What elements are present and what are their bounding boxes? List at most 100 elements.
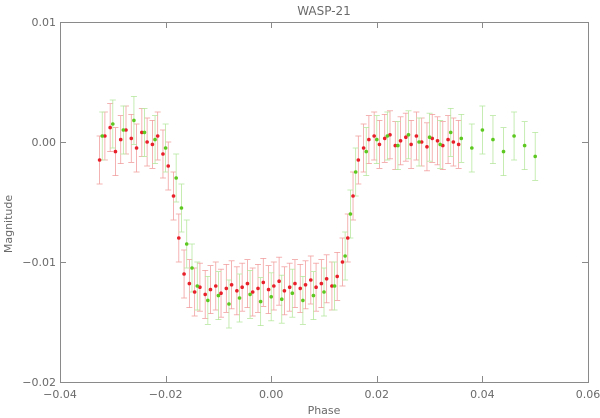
data-point [425,145,429,149]
data-point [340,260,345,264]
data-point [184,242,189,246]
plot-frame [60,22,589,383]
data-point [279,297,284,302]
data-point [332,284,337,288]
data-point [319,281,324,286]
data-point [282,289,287,293]
data-point [446,137,450,142]
data-point [203,292,207,297]
data-point [269,295,274,299]
data-point [179,206,184,210]
data-point [237,296,242,300]
data-point [417,140,421,144]
data-point [140,130,144,135]
data-point [372,134,376,138]
data-point [427,135,432,139]
chart-title: WASP-21 [297,4,351,18]
data-point [314,285,318,290]
data-point [187,281,192,286]
data-point [219,291,223,296]
data-point [132,118,136,123]
data-point [303,283,308,287]
data-point [245,281,250,286]
data-point [377,142,382,147]
data-point [309,278,313,282]
y-tick-label: 0.01 [32,16,57,29]
data-point [97,158,102,162]
data-point [235,289,239,293]
data-point [361,146,366,150]
axis-ticks [60,22,589,383]
x-tick-label: 0.00 [259,388,284,401]
data-point [277,279,281,284]
data-points [97,118,537,306]
data-point [124,128,128,132]
data-point [393,143,398,148]
data-point [153,137,157,142]
data-point [182,272,186,276]
data-point [512,134,516,138]
data-point [322,290,326,294]
data-point [396,143,400,148]
x-tick-label: 0.04 [470,388,495,401]
data-point [208,287,213,292]
x-tick-labels: −0.04 −0.02 0.00 0.02 0.04 0.06 [43,388,600,401]
data-point [459,136,464,141]
error-bars [96,96,539,329]
x-tick-label: 0.02 [365,388,390,401]
data-point [353,170,358,174]
data-point [272,284,276,288]
data-point [248,292,252,297]
data-point [163,146,168,150]
data-point [356,158,361,162]
data-point [404,135,408,139]
y-tick-label: −0.01 [22,256,56,269]
data-point [533,154,537,159]
data-point [121,128,126,132]
data-point [190,266,194,270]
data-point [256,286,260,291]
data-point [134,146,139,150]
x-tick-label: −0.02 [149,388,183,401]
data-point [100,134,105,138]
data-point [166,164,171,168]
data-point [216,293,221,298]
data-point [406,133,411,137]
x-axis-title: Phase [308,404,341,417]
x-tick-label: −0.04 [43,388,77,401]
data-point [491,137,495,142]
data-point [111,122,115,126]
data-point [435,139,440,143]
data-point [150,142,155,147]
data-point [108,125,112,130]
data-point [451,140,456,144]
data-point [375,137,379,142]
data-point [335,274,340,279]
data-point [250,290,255,294]
data-point [195,284,200,288]
data-point [118,137,123,142]
data-point [192,290,197,294]
data-point [213,284,218,288]
data-point [324,277,329,281]
data-point [456,142,461,147]
data-point [501,149,506,154]
data-point [293,281,297,286]
data-point [348,212,353,216]
data-point [414,134,419,138]
data-point [330,284,334,288]
data-point [409,142,413,147]
data-point [240,285,244,290]
data-point [206,298,210,303]
data-point [301,298,305,303]
data-point [103,134,107,138]
data-point [367,137,371,142]
y-axis-title: Magnitude [2,195,15,254]
data-point [470,146,474,150]
data-point [351,194,355,198]
data-point [229,283,234,287]
data-point [224,286,229,291]
data-point [385,134,390,138]
data-point [155,134,160,138]
